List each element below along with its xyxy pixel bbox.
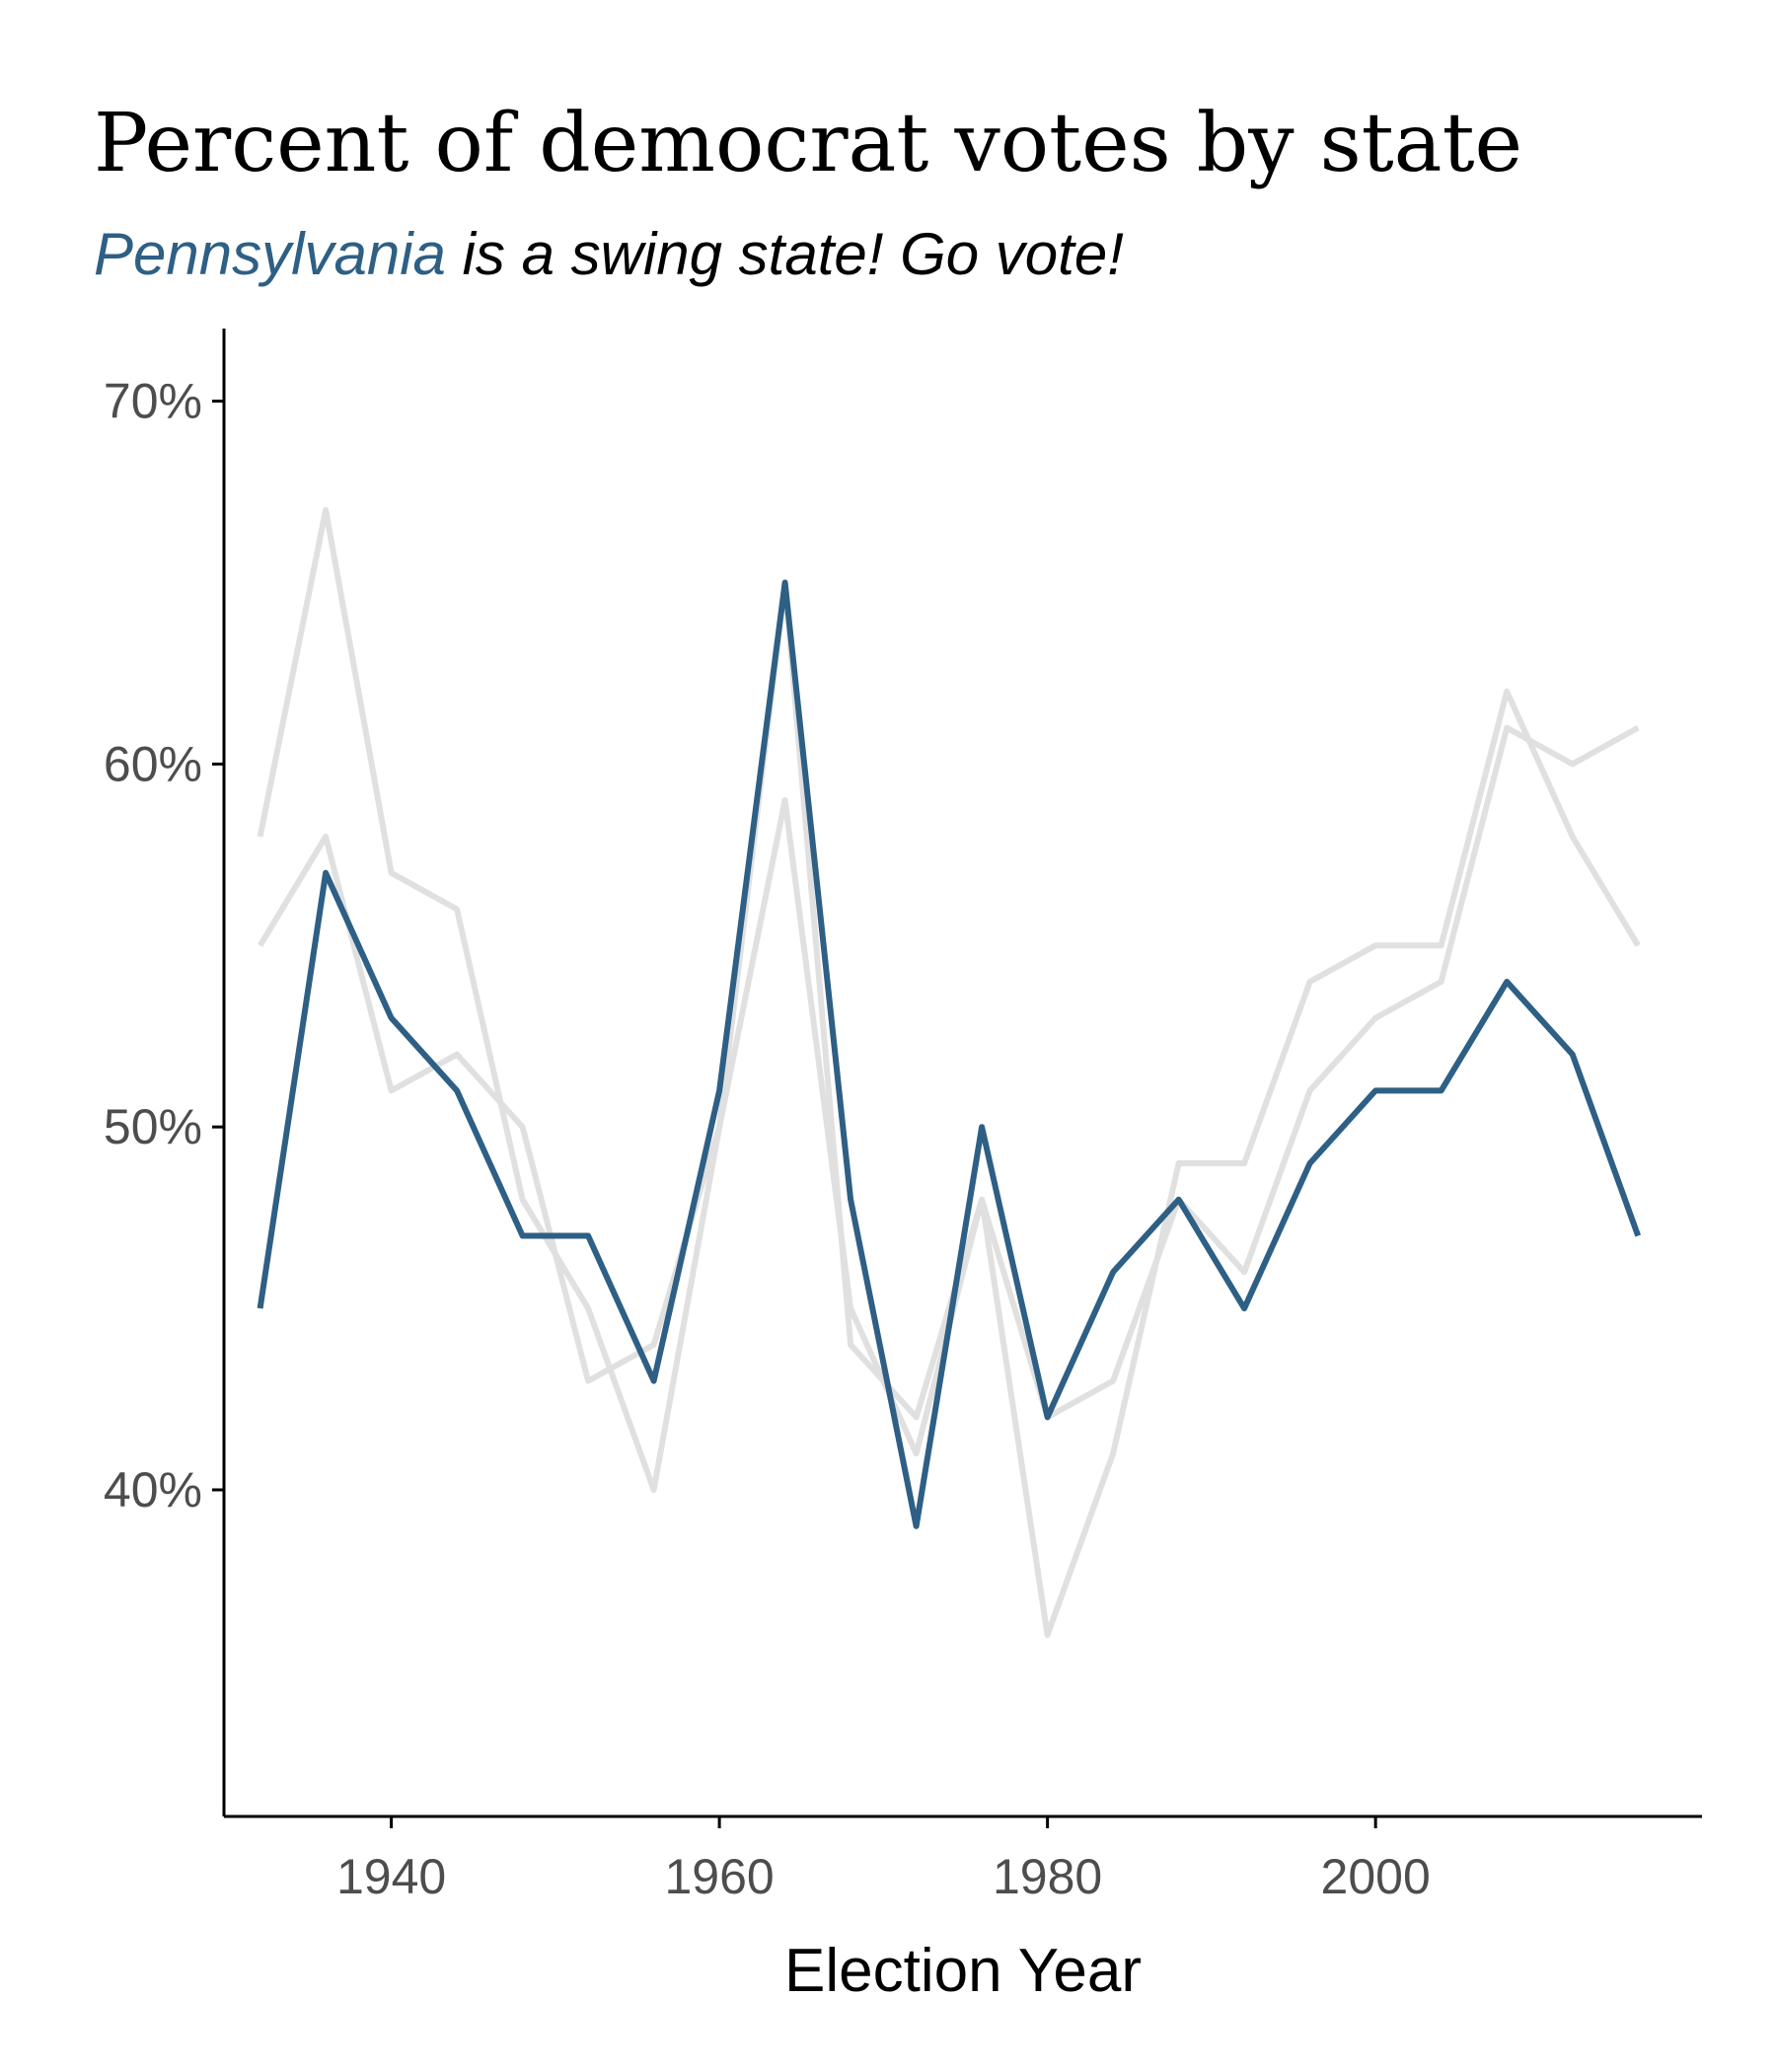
subtitle-text: is a swing state! Go vote!	[445, 221, 1124, 287]
x-tick-label: 1980	[993, 1849, 1102, 1904]
x-axis-title: Election Year	[784, 1937, 1142, 2005]
chart-subtitle: Pennsylvania is a swing state! Go vote!	[94, 225, 1124, 284]
x-axis-ticks: 1940 1960 1980 2000	[336, 1816, 1431, 1904]
x-tick-label: 1940	[336, 1849, 446, 1904]
chart-title: Percent of democrat votes by state	[94, 97, 1523, 190]
series-layer	[257, 506, 1642, 1639]
subtitle-highlight-state: Pennsylvania	[94, 221, 446, 287]
y-axis-ticks: 40% 50% 60% 70%	[104, 374, 224, 1517]
x-tick-label: 2000	[1321, 1849, 1431, 1904]
y-tick-label: 50%	[104, 1099, 202, 1154]
series-line-1	[257, 506, 1641, 1639]
y-tick-label: 60%	[104, 736, 202, 791]
y-tick-label: 70%	[104, 374, 202, 429]
series-line-highlighted	[257, 579, 1642, 1529]
series-line-2	[258, 579, 1640, 1421]
x-tick-label: 1960	[664, 1849, 774, 1904]
y-tick-label: 40%	[104, 1462, 202, 1517]
